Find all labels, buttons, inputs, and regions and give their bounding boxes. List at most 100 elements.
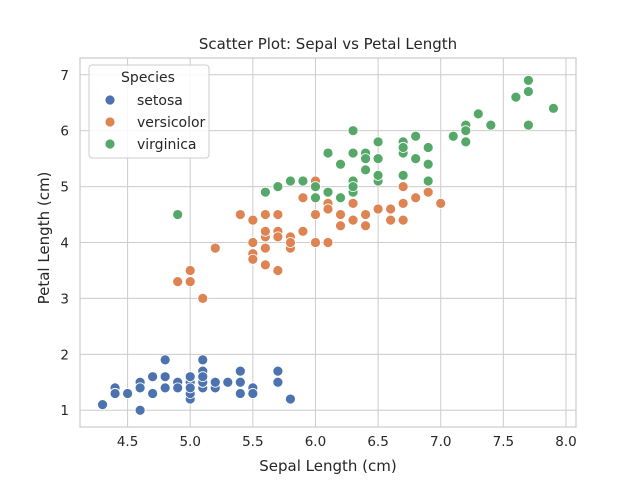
legend-label-virginica: virginica: [137, 137, 197, 153]
y-tick-label: 4: [60, 236, 69, 252]
data-point-versicolor: [410, 192, 422, 204]
data-point-versicolor: [322, 237, 334, 248]
data-point-versicolor: [397, 181, 409, 192]
data-point-setosa: [272, 376, 284, 388]
x-axis-label: Sepal Length (cm): [259, 457, 396, 475]
data-point-virginica: [172, 209, 184, 220]
legend-label-versicolor: versicolor: [137, 115, 206, 131]
y-tick-label: 7: [60, 68, 69, 84]
plot-frame: [79, 57, 577, 428]
data-point-setosa: [197, 371, 209, 383]
data-point-versicolor: [310, 237, 321, 248]
data-point-versicolor: [197, 293, 209, 304]
data-point-virginica: [335, 192, 346, 204]
data-point-virginica: [485, 119, 497, 131]
data-point-virginica: [372, 153, 384, 165]
data-point-versicolor: [335, 220, 346, 232]
data-point-versicolor: [397, 197, 409, 209]
data-point-versicolor: [272, 231, 284, 243]
legend-items: setosa versicolor virginica: [104, 93, 206, 153]
data-point-versicolor: [184, 276, 196, 288]
data-point-virginica: [372, 136, 384, 148]
data-point-virginica: [523, 86, 534, 97]
x-tick-label: 4.5: [117, 434, 138, 450]
data-point-versicolor: [172, 276, 184, 288]
data-point-versicolor: [372, 203, 384, 215]
data-point-setosa: [122, 388, 133, 399]
data-point-setosa: [234, 365, 246, 377]
data-point-versicolor: [297, 225, 309, 237]
data-point-virginica: [472, 108, 484, 120]
data-point-setosa: [159, 354, 171, 366]
data-point-virginica: [360, 153, 371, 165]
data-point-setosa: [147, 388, 159, 399]
x-tick-label: 5.5: [242, 434, 263, 450]
series-virginica: [172, 74, 559, 220]
legend-marker-virginica: [104, 138, 116, 150]
data-point-virginica: [410, 130, 422, 142]
data-point-setosa: [134, 404, 146, 416]
data-point-virginica: [548, 102, 559, 114]
data-points: [97, 74, 559, 416]
legend: Species setosa versicolor virginica: [88, 64, 210, 159]
data-point-setosa: [272, 365, 284, 377]
legend-marker-versicolor: [104, 116, 116, 128]
data-point-versicolor: [259, 209, 271, 220]
data-point-virginica: [447, 130, 459, 142]
data-point-versicolor: [297, 192, 309, 204]
data-point-virginica: [347, 125, 359, 137]
legend-title: Species: [121, 70, 175, 86]
data-point-setosa: [147, 371, 159, 383]
data-point-versicolor: [347, 197, 359, 209]
data-point-setosa: [134, 382, 146, 394]
series-versicolor: [172, 175, 447, 304]
data-point-virginica: [410, 153, 422, 165]
data-point-versicolor: [247, 237, 259, 248]
chart-title: Scatter Plot: Sepal vs Petal Length: [199, 35, 457, 53]
data-point-versicolor: [272, 265, 284, 276]
data-point-versicolor: [247, 253, 259, 265]
data-point-setosa: [234, 376, 246, 388]
y-tick-label: 6: [60, 124, 69, 140]
x-tick-label: 6.0: [305, 434, 326, 450]
data-point-virginica: [347, 181, 359, 192]
data-point-setosa: [184, 371, 196, 383]
x-tick-labels: 4.5 5.0 5.5 6.0 6.5 7.0 7.5 8.0: [117, 434, 577, 450]
x-tick-label: 5.0: [179, 434, 200, 450]
data-point-virginica: [397, 142, 409, 153]
data-point-virginica: [360, 164, 371, 176]
data-point-virginica: [397, 170, 409, 181]
data-point-versicolor: [385, 214, 397, 226]
data-point-versicolor: [310, 209, 321, 220]
y-tick-label: 1: [60, 403, 69, 419]
data-point-virginica: [310, 181, 321, 192]
data-point-setosa: [209, 376, 221, 388]
data-point-versicolor: [397, 214, 409, 226]
data-point-setosa: [285, 393, 296, 405]
data-point-virginica: [523, 119, 534, 131]
data-point-setosa: [234, 388, 246, 399]
data-point-versicolor: [247, 214, 259, 226]
data-point-versicolor: [335, 209, 346, 220]
grid-lines: [80, 58, 576, 427]
data-point-setosa: [222, 376, 234, 388]
data-point-virginica: [272, 181, 284, 192]
data-point-setosa: [247, 388, 259, 399]
legend-box: [88, 64, 210, 159]
data-point-setosa: [97, 399, 108, 411]
legend-marker-setosa: [104, 94, 116, 106]
data-point-virginica: [460, 136, 472, 148]
data-point-virginica: [322, 147, 334, 159]
data-point-setosa: [184, 382, 196, 394]
x-tick-label: 7.0: [430, 434, 451, 450]
series-setosa: [97, 354, 296, 416]
data-point-virginica: [510, 91, 522, 103]
data-point-virginica: [523, 74, 534, 86]
data-point-setosa: [197, 354, 209, 366]
data-point-virginica: [460, 125, 472, 137]
legend-label-setosa: setosa: [137, 93, 183, 109]
data-point-virginica: [259, 186, 271, 198]
y-tick-label: 5: [60, 180, 69, 196]
data-point-versicolor: [259, 259, 271, 271]
data-point-virginica: [372, 170, 384, 181]
